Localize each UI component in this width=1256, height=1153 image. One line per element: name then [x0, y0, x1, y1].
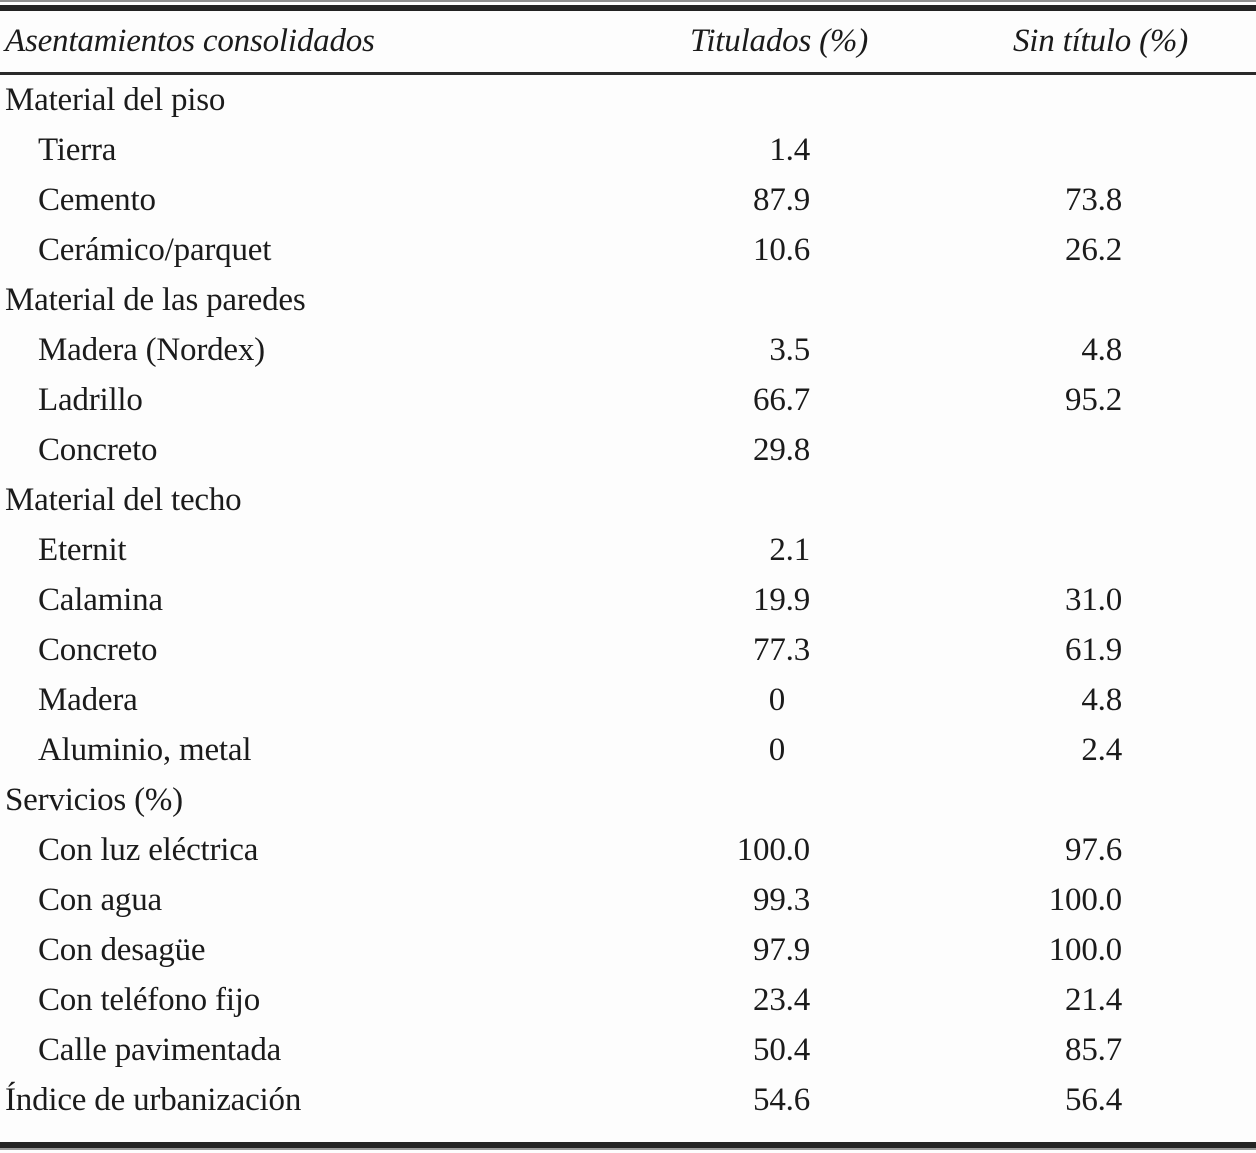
row-label: Concreto — [38, 431, 158, 468]
titulados-value: 10.6 — [753, 231, 810, 268]
bottom-rule — [0, 1142, 1256, 1148]
titulados-value: 87.9 — [753, 181, 810, 218]
row-label: Material de las paredes — [5, 281, 306, 318]
table-row: Calamina 19.9 31.0 — [0, 575, 1256, 625]
table-row: Con desagüe 97.9 100.0 — [0, 925, 1256, 975]
table-row: Madera (Nordex) 3.5 4.8 — [0, 325, 1256, 375]
titulados-value: 0 — [768, 681, 786, 718]
row-label: Con desagüe — [38, 931, 206, 968]
bottom-gap — [0, 1125, 1256, 1142]
table-header-row: Asentamientos consolidados Titulados (%)… — [0, 11, 1256, 72]
table-body: Material del piso Tierra 1.4 Cemento 87.… — [0, 75, 1256, 1125]
titulados-value: 29.8 — [753, 431, 810, 468]
sin-titulo-value: 56.4 — [1065, 1081, 1122, 1118]
column-header-titulados: Titulados (%) — [690, 23, 868, 59]
row-label: Tierra — [38, 131, 117, 168]
table-row: Material del techo — [0, 475, 1256, 525]
table-row: Tierra 1.4 — [0, 125, 1256, 175]
sin-titulo-value: 61.9 — [1065, 631, 1122, 668]
titulados-value: 23.4 — [753, 981, 810, 1018]
sin-titulo-value: 21.4 — [1065, 981, 1122, 1018]
table-row: Eternit 2.1 — [0, 525, 1256, 575]
table-row: Madera 0 4.8 — [0, 675, 1256, 725]
titulados-value: 54.6 — [753, 1081, 810, 1118]
row-label: Madera — [38, 681, 138, 718]
row-label: Ladrillo — [38, 381, 143, 418]
row-label: Con luz eléctrica — [38, 831, 259, 868]
titulados-value: 66.7 — [753, 381, 810, 418]
table-row: Material de las paredes — [0, 275, 1256, 325]
row-label: Eternit — [38, 531, 127, 568]
table-row: Aluminio, metal 0 2.4 — [0, 725, 1256, 775]
row-label: Índice de urbanización — [5, 1081, 302, 1118]
row-label: Material del techo — [5, 481, 242, 518]
header-rule — [0, 72, 1256, 75]
row-label: Servicios (%) — [5, 781, 183, 818]
titulados-value: 99.3 — [753, 881, 810, 918]
sin-titulo-value: 4.8 — [1081, 681, 1122, 718]
row-label: Madera (Nordex) — [38, 331, 265, 368]
sin-titulo-value: 97.6 — [1065, 831, 1122, 868]
titulados-value: 77.3 — [753, 631, 810, 668]
row-label: Cerámico/parquet — [38, 231, 272, 268]
table-row: Cerámico/parquet 10.6 26.2 — [0, 225, 1256, 275]
row-label: Concreto — [38, 631, 158, 668]
table-row: Material del piso — [0, 75, 1256, 125]
row-label: Material del piso — [5, 81, 226, 118]
row-label: Con agua — [38, 881, 162, 918]
bottom-shadow-rule — [0, 1148, 1256, 1150]
column-header-sin-titulo: Sin título (%) — [1012, 23, 1188, 59]
titulados-value: 19.9 — [753, 581, 810, 618]
titulados-value: 2.1 — [769, 531, 810, 568]
titulados-value: 1.4 — [769, 131, 810, 168]
titulados-value: 0 — [768, 731, 786, 768]
sin-titulo-value: 100.0 — [1048, 881, 1122, 918]
table-row: Con teléfono fijo 23.4 21.4 — [0, 975, 1256, 1025]
table-row: Con agua 99.3 100.0 — [0, 875, 1256, 925]
row-label: Calamina — [38, 581, 163, 618]
titulados-value: 50.4 — [753, 1031, 810, 1068]
row-label: Calle pavimentada — [38, 1031, 282, 1068]
row-label: Con teléfono fijo — [38, 981, 261, 1018]
top-rule — [0, 5, 1256, 11]
sin-titulo-value: 2.4 — [1081, 731, 1122, 768]
table-row: Concreto 29.8 — [0, 425, 1256, 475]
sin-titulo-value: 95.2 — [1065, 381, 1122, 418]
column-header-asentamientos: Asentamientos consolidados — [5, 23, 375, 59]
titulados-value: 97.9 — [753, 931, 810, 968]
sin-titulo-value: 31.0 — [1065, 581, 1122, 618]
table-row: Ladrillo 66.7 95.2 — [0, 375, 1256, 425]
titulados-value: 3.5 — [769, 331, 810, 368]
table-row: Índice de urbanización 54.6 56.4 — [0, 1075, 1256, 1125]
table-row: Servicios (%) — [0, 775, 1256, 825]
sin-titulo-value: 100.0 — [1048, 931, 1122, 968]
sin-titulo-value: 26.2 — [1065, 231, 1122, 268]
table-row: Con luz eléctrica 100.0 97.6 — [0, 825, 1256, 875]
sin-titulo-value: 73.8 — [1065, 181, 1122, 218]
titulados-value: 100.0 — [736, 831, 810, 868]
sin-titulo-value: 85.7 — [1065, 1031, 1122, 1068]
top-hairline-rule — [0, 0, 1256, 2]
row-label: Cemento — [38, 181, 156, 218]
table-row: Concreto 77.3 61.9 — [0, 625, 1256, 675]
table-row: Calle pavimentada 50.4 85.7 — [0, 1025, 1256, 1075]
row-label: Aluminio, metal — [38, 731, 252, 768]
sin-titulo-value: 4.8 — [1081, 331, 1122, 368]
table-row: Cemento 87.9 73.8 — [0, 175, 1256, 225]
